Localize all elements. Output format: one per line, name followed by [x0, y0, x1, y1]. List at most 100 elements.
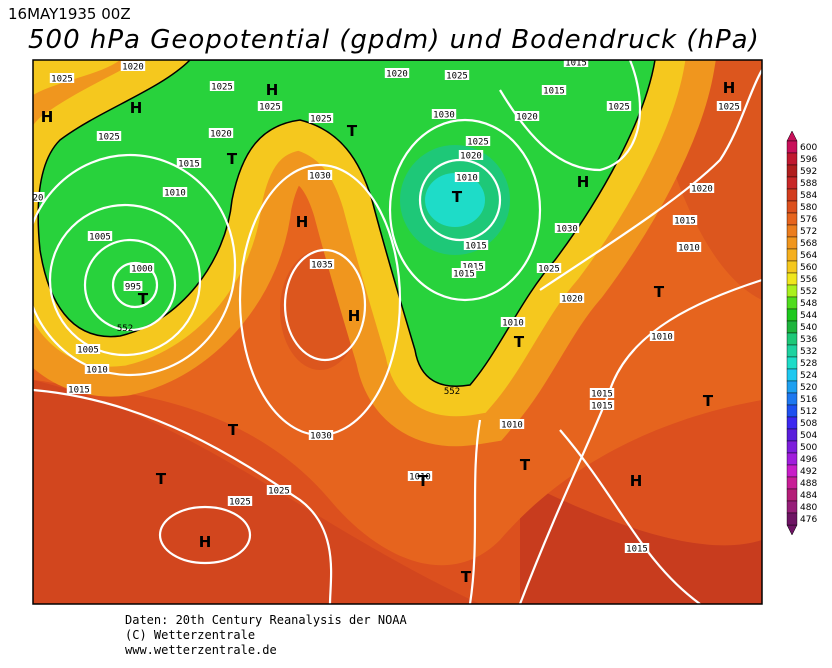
isobar-label-box	[606, 101, 632, 111]
isobar-label-box	[624, 543, 650, 553]
colorbar-swatch	[786, 488, 798, 502]
colorbar-swatch	[786, 380, 798, 394]
colorbar-label: 544	[800, 311, 817, 321]
colorbar-label: 516	[800, 395, 817, 405]
isobar-label-box	[500, 317, 526, 327]
shade	[425, 173, 485, 227]
colorbar-label: 536	[800, 335, 817, 345]
isobar-label-box	[716, 101, 742, 111]
isobar-label-box	[162, 187, 188, 197]
pressure-center: T	[138, 290, 149, 308]
isobar-label-box	[308, 113, 334, 123]
isobar	[33, 153, 237, 377]
colorbar-label: 556	[800, 275, 817, 285]
isobar-label-box	[407, 471, 433, 481]
colorbar-label: 500	[800, 443, 817, 453]
isobar-label-box	[49, 73, 75, 83]
pressure-center: T	[703, 392, 714, 410]
isobar-label: 1005	[77, 346, 99, 356]
colorbar-label: 564	[800, 251, 817, 261]
isobar-label-box	[75, 344, 101, 354]
isobar-label: 1000	[131, 265, 153, 275]
colorbar-label: 508	[800, 419, 817, 429]
colorbar-label: 584	[800, 191, 817, 201]
pressure-center: T	[452, 188, 463, 206]
isobar-label: 1030	[309, 172, 331, 182]
colorbar-label: 488	[800, 479, 817, 489]
colorbar-swatch	[786, 416, 798, 430]
isobar-label: 1025	[229, 498, 251, 508]
colorbar-label: 588	[800, 179, 817, 189]
isobar-label: 1015	[462, 263, 484, 273]
colorbar-swatch	[786, 332, 798, 346]
colorbar-label: 540	[800, 323, 817, 333]
map-title: 500 hPa Geopotential (gpdm) und Bodendru…	[28, 25, 760, 55]
colorbar-label: 524	[800, 371, 817, 381]
isobar-label-box	[499, 419, 525, 429]
isobar-label: 1025	[608, 103, 630, 113]
isobar-label: 1020	[561, 295, 583, 305]
isobar-label: 1020	[516, 113, 538, 123]
colorbar-label: 492	[800, 467, 817, 477]
colorbar: 600 596 592 588 584 580 576 572 568 564 560 556 552 5…	[786, 130, 817, 536]
isobar-label: 1010	[456, 174, 478, 184]
isobar-label-box	[454, 172, 480, 182]
colorbar-swatch	[786, 152, 798, 166]
isobar-label: 1010	[501, 421, 523, 431]
isobar-label: 1025	[446, 72, 468, 82]
map-area: 1020 1025 1025 1025 1025 1020 1015 1010 1005 1000…	[33, 60, 762, 604]
colorbar-swatch	[786, 236, 798, 250]
pressure-center: H	[130, 99, 143, 117]
isobar-label: 1030	[310, 432, 332, 442]
colorbar-swatch	[786, 368, 798, 382]
isobar	[158, 505, 252, 565]
contour-label: 552	[444, 387, 460, 397]
isobar-label-box	[451, 268, 477, 278]
colorbar-swatch	[786, 404, 798, 418]
isobar-label-box	[176, 158, 202, 168]
colorbar-swatch	[786, 512, 798, 526]
colorbar-swatch	[786, 428, 798, 442]
pressure-center: T	[520, 456, 531, 474]
pressure-center: H	[723, 79, 736, 97]
colorbar-swatch	[786, 164, 798, 178]
pressure-center: T	[156, 470, 167, 488]
isobar-label: 1015	[178, 160, 200, 170]
isobar	[468, 419, 482, 604]
isobar	[283, 248, 367, 362]
isobar-label-box	[120, 61, 146, 71]
contour-label: 552	[117, 324, 133, 334]
colorbar-swatch	[786, 296, 798, 310]
colorbar-label: 532	[800, 347, 817, 357]
colorbar-swatch	[786, 260, 798, 274]
isobar-label: 1025	[718, 103, 740, 113]
colorbar-label: 560	[800, 263, 817, 273]
isobar-label: 1015	[591, 390, 613, 400]
colorbar-swatch	[786, 452, 798, 466]
colorbar-swatch	[786, 356, 798, 370]
colorbar-label: 512	[800, 407, 817, 417]
isobar-label: 1025	[211, 83, 233, 93]
colorbar-swatch	[786, 224, 798, 238]
pressure-center: H	[266, 81, 279, 99]
colorbar-label: 548	[800, 299, 817, 309]
isobar-label: 1025	[259, 103, 281, 113]
isobar-label: 1025	[51, 75, 73, 85]
colorbar-label: 528	[800, 359, 817, 369]
pressure-center: H	[41, 108, 54, 126]
isobar-label-box	[209, 81, 235, 91]
isobar-label-box	[308, 430, 334, 440]
isobar-label-box	[129, 263, 155, 273]
isobar-label: 1015	[543, 87, 565, 97]
pressure-center: T	[228, 421, 239, 439]
isobar-label-box	[463, 240, 489, 250]
isobar-label: 1030	[433, 111, 455, 121]
isobar-label-box	[559, 293, 585, 303]
pressure-center: H	[630, 472, 643, 490]
isobar-label-box	[589, 388, 615, 398]
colorbar-swatch	[786, 284, 798, 298]
isobar-label: 1020	[460, 152, 482, 162]
colorbar-label: 592	[800, 167, 817, 177]
isobar-label-box	[431, 109, 457, 119]
colorbar-swatch	[786, 500, 798, 514]
